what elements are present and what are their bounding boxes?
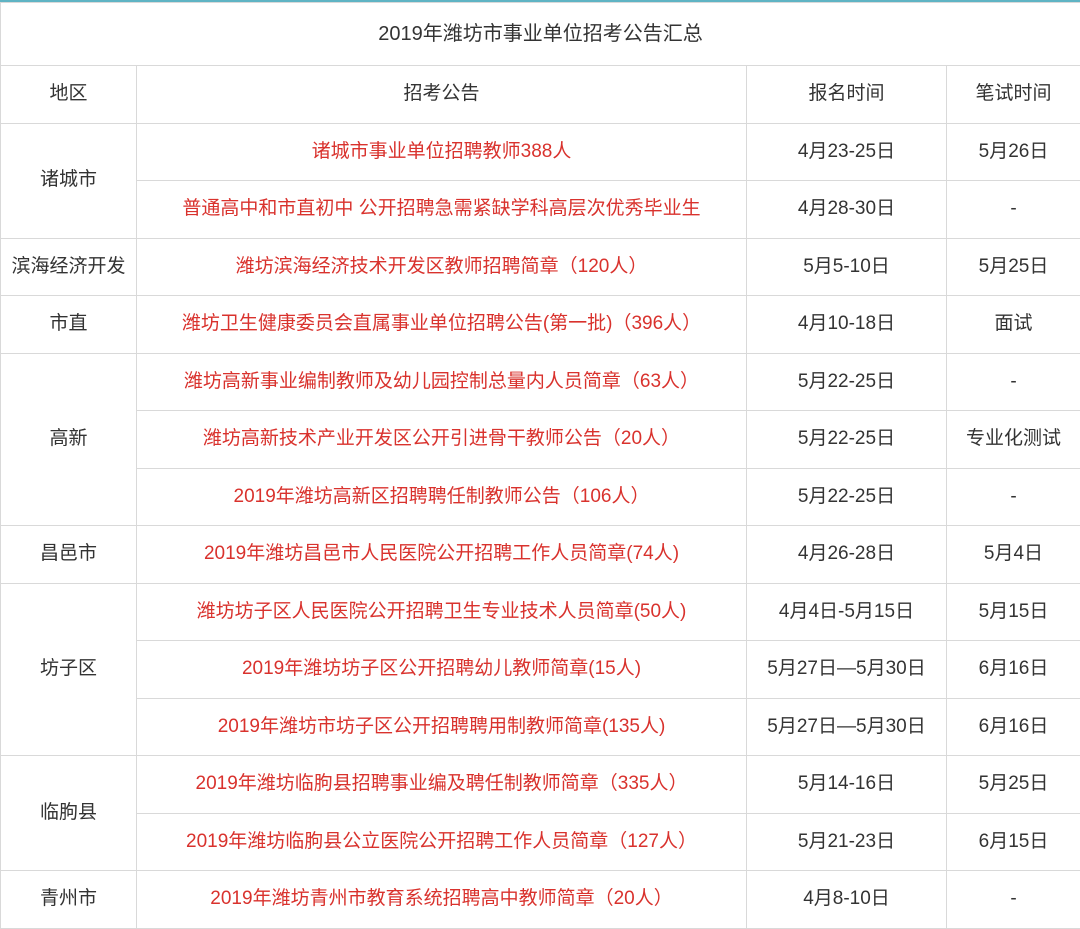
reg-time-cell: 4月26-28日 <box>747 526 947 584</box>
recruitment-table: 2019年潍坊市事业单位招考公告汇总地区招考公告报名时间笔试时间诸城市诸城市事业… <box>0 2 1080 929</box>
table-row: 青州市 2019年潍坊青州市教育系统招聘高中教师简章（20人） 4月8-10日- <box>1 871 1080 929</box>
exam-time-cell: - <box>947 353 1080 411</box>
reg-time-cell: 5月21-23日 <box>747 813 947 871</box>
notice-link[interactable]: 潍坊坊子区人民医院公开招聘卫生专业技术人员简章(50人) <box>197 601 687 622</box>
notice-link[interactable]: 2019年潍坊临朐县招聘事业编及聘任制教师简章（335人） <box>196 773 688 794</box>
exam-time-cell: 面试 <box>947 296 1080 354</box>
exam-time-cell: 专业化测试 <box>947 411 1080 469</box>
table-row: 临朐县2019年潍坊临朐县招聘事业编及聘任制教师简章（335人）5月14-16日… <box>1 756 1080 814</box>
table-row: 2019年潍坊市坊子区公开招聘聘用制教师简章(135人) 5月27日—5月30日6… <box>1 698 1080 756</box>
notice-cell: 2019年潍坊昌邑市人民医院公开招聘工作人员简章(74人) <box>137 526 747 584</box>
notice-cell: 2019年潍坊临朐县招聘事业编及聘任制教师简章（335人） <box>137 756 747 814</box>
notice-link[interactable]: 2019年潍坊高新区招聘聘任制教师公告（106人） <box>234 486 650 507</box>
region-cell: 青州市 <box>1 871 137 929</box>
header-region: 地区 <box>1 66 137 124</box>
notice-link[interactable]: 2019年潍坊坊子区公开招聘幼儿教师简章(15人) <box>242 658 641 679</box>
notice-cell: 潍坊坊子区人民医院公开招聘卫生专业技术人员简章(50人) <box>137 583 747 641</box>
reg-time-cell: 4月4日-5月15日 <box>747 583 947 641</box>
region-cell: 高新 <box>1 353 137 526</box>
notice-cell: 2019年潍坊青州市教育系统招聘高中教师简章（20人） <box>137 871 747 929</box>
notice-cell: 2019年潍坊市坊子区公开招聘聘用制教师简章(135人) <box>137 698 747 756</box>
notice-cell: 2019年潍坊高新区招聘聘任制教师公告（106人） <box>137 468 747 526</box>
table-container: 2019年潍坊市事业单位招考公告汇总地区招考公告报名时间笔试时间诸城市诸城市事业… <box>0 0 1080 929</box>
region-cell: 滨海经济开发 <box>1 238 137 296</box>
table-row: 市直 潍坊卫生健康委员会直属事业单位招聘公告(第一批)（396人） 4月10-18日… <box>1 296 1080 354</box>
table-row: 坊子区潍坊坊子区人民医院公开招聘卫生专业技术人员简章(50人)4月4日-5月15… <box>1 583 1080 641</box>
notice-link[interactable]: 潍坊高新事业编制教师及幼儿园控制总量内人员简章（63人） <box>184 371 699 392</box>
reg-time-cell: 5月22-25日 <box>747 353 947 411</box>
table-row: 普通高中和市直初中 公开招聘急需紧缺学科高层次优秀毕业生 4月28-30日- <box>1 181 1080 239</box>
table-row: 滨海经济开发 潍坊滨海经济技术开发区教师招聘简章（120人） 5月5-10日5月25… <box>1 238 1080 296</box>
exam-time-cell: 6月16日 <box>947 698 1080 756</box>
exam-time-cell: - <box>947 181 1080 239</box>
reg-time-cell: 5月27日—5月30日 <box>747 641 947 699</box>
table-row: 昌邑市 2019年潍坊昌邑市人民医院公开招聘工作人员简章(74人) 4月26-28日… <box>1 526 1080 584</box>
exam-time-cell: 5月26日 <box>947 123 1080 181</box>
reg-time-cell: 4月23-25日 <box>747 123 947 181</box>
notice-cell: 潍坊卫生健康委员会直属事业单位招聘公告(第一批)（396人） <box>137 296 747 354</box>
reg-time-cell: 5月14-16日 <box>747 756 947 814</box>
notice-link[interactable]: 普通高中和市直初中 公开招聘急需紧缺学科高层次优秀毕业生 <box>182 198 700 219</box>
notice-link[interactable]: 诸城市事业单位招聘教师388人 <box>312 141 572 162</box>
region-cell: 临朐县 <box>1 756 137 871</box>
notice-link[interactable]: 潍坊高新技术产业开发区公开引进骨干教师公告（20人） <box>203 428 680 449</box>
reg-time-cell: 4月10-18日 <box>747 296 947 354</box>
table-row: 2019年潍坊坊子区公开招聘幼儿教师简章(15人) 5月27日—5月30日6月16… <box>1 641 1080 699</box>
notice-link[interactable]: 2019年潍坊市坊子区公开招聘聘用制教师简章(135人) <box>218 716 666 737</box>
notice-cell: 普通高中和市直初中 公开招聘急需紧缺学科高层次优秀毕业生 <box>137 181 747 239</box>
header-notice: 招考公告 <box>137 66 747 124</box>
notice-cell: 潍坊滨海经济技术开发区教师招聘简章（120人） <box>137 238 747 296</box>
table-title: 2019年潍坊市事业单位招考公告汇总 <box>1 3 1080 66</box>
table-row: 2019年潍坊临朐县公立医院公开招聘工作人员简章（127人） 5月21-23日6月… <box>1 813 1080 871</box>
header-reg_time: 报名时间 <box>747 66 947 124</box>
header-exam_time: 笔试时间 <box>947 66 1080 124</box>
region-cell: 市直 <box>1 296 137 354</box>
exam-time-cell: - <box>947 871 1080 929</box>
notice-link[interactable]: 2019年潍坊临朐县公立医院公开招聘工作人员简章（127人） <box>186 831 697 852</box>
notice-link[interactable]: 潍坊滨海经济技术开发区教师招聘简章（120人） <box>236 256 648 277</box>
header-row: 地区招考公告报名时间笔试时间 <box>1 66 1080 124</box>
notice-cell: 2019年潍坊坊子区公开招聘幼儿教师简章(15人) <box>137 641 747 699</box>
notice-link[interactable]: 2019年潍坊昌邑市人民医院公开招聘工作人员简章(74人) <box>204 543 679 564</box>
exam-time-cell: 5月25日 <box>947 756 1080 814</box>
title-row: 2019年潍坊市事业单位招考公告汇总 <box>1 3 1080 66</box>
table-row: 高新潍坊高新事业编制教师及幼儿园控制总量内人员简章（63人）5月22-25日- <box>1 353 1080 411</box>
region-cell: 昌邑市 <box>1 526 137 584</box>
notice-cell: 潍坊高新技术产业开发区公开引进骨干教师公告（20人） <box>137 411 747 469</box>
exam-time-cell: 5月15日 <box>947 583 1080 641</box>
notice-cell: 2019年潍坊临朐县公立医院公开招聘工作人员简章（127人） <box>137 813 747 871</box>
exam-time-cell: - <box>947 468 1080 526</box>
reg-time-cell: 5月27日—5月30日 <box>747 698 947 756</box>
notice-link[interactable]: 2019年潍坊青州市教育系统招聘高中教师简章（20人） <box>210 888 672 909</box>
exam-time-cell: 6月15日 <box>947 813 1080 871</box>
exam-time-cell: 5月25日 <box>947 238 1080 296</box>
reg-time-cell: 5月22-25日 <box>747 411 947 469</box>
notice-link[interactable]: 潍坊卫生健康委员会直属事业单位招聘公告(第一批)（396人） <box>182 313 701 334</box>
notice-cell: 诸城市事业单位招聘教师388人 <box>137 123 747 181</box>
table-row: 2019年潍坊高新区招聘聘任制教师公告（106人） 5月22-25日- <box>1 468 1080 526</box>
table-row: 潍坊高新技术产业开发区公开引进骨干教师公告（20人） 5月22-25日专业化测试 <box>1 411 1080 469</box>
reg-time-cell: 4月8-10日 <box>747 871 947 929</box>
notice-cell: 潍坊高新事业编制教师及幼儿园控制总量内人员简章（63人） <box>137 353 747 411</box>
reg-time-cell: 5月5-10日 <box>747 238 947 296</box>
reg-time-cell: 4月28-30日 <box>747 181 947 239</box>
region-cell: 坊子区 <box>1 583 137 756</box>
table-row: 诸城市诸城市事业单位招聘教师388人4月23-25日5月26日 <box>1 123 1080 181</box>
exam-time-cell: 6月16日 <box>947 641 1080 699</box>
reg-time-cell: 5月22-25日 <box>747 468 947 526</box>
exam-time-cell: 5月4日 <box>947 526 1080 584</box>
region-cell: 诸城市 <box>1 123 137 238</box>
